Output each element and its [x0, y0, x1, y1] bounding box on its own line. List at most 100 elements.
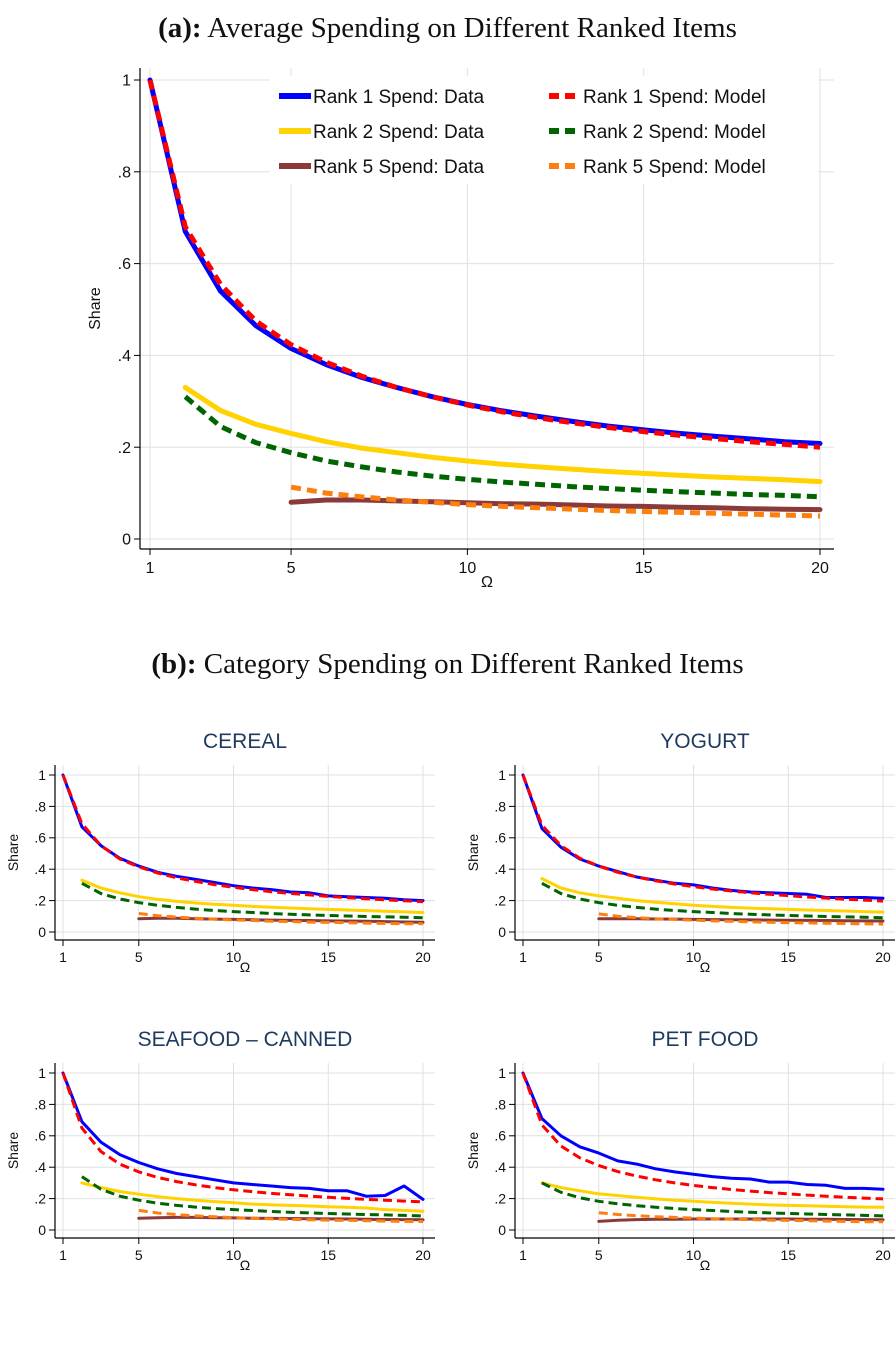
petfood-xtick-label: 10	[686, 1247, 702, 1263]
main-ytick-label: .4	[118, 348, 131, 365]
petfood-xlabel: Ω	[700, 1257, 710, 1273]
cereal-series-rank1-model	[61, 774, 424, 904]
legend-label: Rank 2 Spend: Data	[313, 122, 485, 143]
petfood-xtick-label: 1	[519, 1247, 527, 1263]
main-xtick-label: 10	[458, 560, 476, 577]
cereal-series-rank2-model	[81, 881, 424, 920]
main-xtick-label: 5	[287, 560, 296, 577]
seafood-xtick-label: 10	[226, 1247, 242, 1263]
petfood-series-rank2-model	[541, 1181, 884, 1218]
cereal-series-rank2-data	[80, 878, 425, 914]
yogurt-series-rank1-model	[521, 774, 884, 903]
petfood-ytick-label: .4	[494, 1159, 506, 1175]
yogurt-xlabel: Ω	[700, 959, 710, 975]
seafood-series-rank5-model	[138, 1208, 424, 1223]
petfood-ytick-label: 0	[498, 1222, 506, 1238]
cereal-xtick-label: 10	[226, 949, 242, 965]
cereal-ytick-label: .2	[34, 893, 46, 909]
legend-label: Rank 2 Spend: Model	[583, 122, 766, 143]
petfood-ytick-label: 1	[498, 1065, 506, 1081]
seafood-series-rank1-data	[61, 1071, 425, 1201]
cereal-ytick-label: .4	[34, 861, 46, 877]
yogurt-ytick-label: 0	[498, 924, 506, 940]
main-ytick-label: .2	[118, 440, 131, 457]
yogurt-series-rank2-data	[540, 877, 885, 914]
panel-b-title-text: Category Spending on Different Ranked It…	[203, 648, 744, 680]
legend-label: Rank 1 Spend: Model	[583, 87, 766, 108]
yogurt-chart-title: YOGURT	[660, 730, 750, 753]
petfood-ytick-label: .6	[494, 1128, 506, 1144]
main-series-rank2-model	[183, 394, 821, 500]
petfood-series-rank2-data	[540, 1181, 885, 1209]
legend-label: Rank 1 Spend: Data	[313, 87, 485, 108]
main-xtick-label: 1	[146, 560, 155, 577]
seafood-series-rank1-model	[61, 1072, 424, 1204]
seafood-xtick-label: 1	[59, 1247, 67, 1263]
petfood-ytick-label: .2	[494, 1191, 506, 1207]
panel-a-title-prefix: (a):	[158, 12, 202, 44]
main-ytick-label: 0	[122, 532, 131, 549]
cereal-ytick-label: 0	[38, 924, 46, 940]
seafood-ytick-label: .8	[34, 1096, 46, 1112]
seafood-series-rank2-model	[81, 1175, 424, 1218]
yogurt-xtick-label: 20	[875, 949, 891, 965]
yogurt-ytick-label: .4	[494, 861, 506, 877]
seafood-xtick-label: 15	[320, 1247, 336, 1263]
cereal-ytick-label: .6	[34, 830, 46, 846]
yogurt-ytick-label: 1	[498, 767, 506, 783]
main-ytick-label: 1	[122, 73, 131, 90]
cereal-ytick-label: 1	[38, 767, 46, 783]
panel-a-title: (a): Average Spending on Different Ranke…	[0, 12, 895, 45]
seafood-ytick-label: 0	[38, 1222, 46, 1238]
petfood-chart-title: PET FOOD	[651, 1028, 759, 1051]
cereal-series-rank5-model	[138, 912, 424, 926]
seafood-ylabel: Share	[5, 1132, 21, 1170]
yogurt-series-rank5-model	[598, 912, 884, 926]
cereal-ytick-label: .8	[34, 798, 46, 814]
main-ylabel: Share	[87, 287, 104, 330]
seafood-xtick-label: 20	[415, 1247, 431, 1263]
petfood-ylabel: Share	[465, 1132, 481, 1170]
panel-a-title-text: Average Spending on Different Ranked Ite…	[207, 12, 737, 44]
cereal-ylabel: Share	[5, 834, 21, 872]
seafood-series-rank2-data	[80, 1181, 425, 1213]
yogurt-series-rank2-model	[541, 881, 884, 920]
cereal-xtick-label: 1	[59, 949, 67, 965]
main-ytick-label: .6	[118, 256, 131, 273]
legend-box	[270, 76, 818, 184]
cereal-xlabel: Ω	[240, 959, 250, 975]
petfood-xtick-label: 20	[875, 1247, 891, 1263]
main-legend: Rank 1 Spend: Data Rank 2 Spend: Data Rank…	[270, 76, 818, 184]
yogurt-xtick-label: 1	[519, 949, 527, 965]
cereal-chart-title: CEREAL	[202, 730, 288, 753]
yogurt-ytick-label: .8	[494, 798, 506, 814]
petfood-series-rank5-model	[598, 1211, 884, 1224]
petfood-series-rank1-data	[521, 1071, 885, 1191]
legend-label: Rank 5 Spend: Model	[583, 157, 766, 178]
panel-b-title-prefix: (b):	[151, 648, 197, 680]
main-series-rank2-data	[182, 385, 823, 485]
main-xtick-label: 20	[811, 560, 829, 577]
cereal-xtick-label: 20	[415, 949, 431, 965]
seafood-ytick-label: 1	[38, 1065, 46, 1081]
main-xtick-label: 15	[635, 560, 653, 577]
legend-label: Rank 5 Spend: Data	[313, 157, 485, 178]
yogurt-ytick-label: .6	[494, 830, 506, 846]
seafood-ytick-label: .2	[34, 1191, 46, 1207]
main-series-rank1-model	[147, 79, 821, 450]
cereal-xtick-label: 15	[320, 949, 336, 965]
yogurt-xtick-label: 15	[780, 949, 796, 965]
seafood-ytick-label: .4	[34, 1159, 46, 1175]
main-series-rank5-model	[290, 484, 821, 519]
petfood-ytick-label: .8	[494, 1096, 506, 1112]
yogurt-ytick-label: .2	[494, 893, 506, 909]
seafood-chart-title: SEAFOOD – CANNED	[137, 1028, 353, 1051]
panel-b-title: (b): Category Spending on Different Rank…	[0, 648, 895, 681]
seafood-xlabel: Ω	[240, 1257, 250, 1273]
